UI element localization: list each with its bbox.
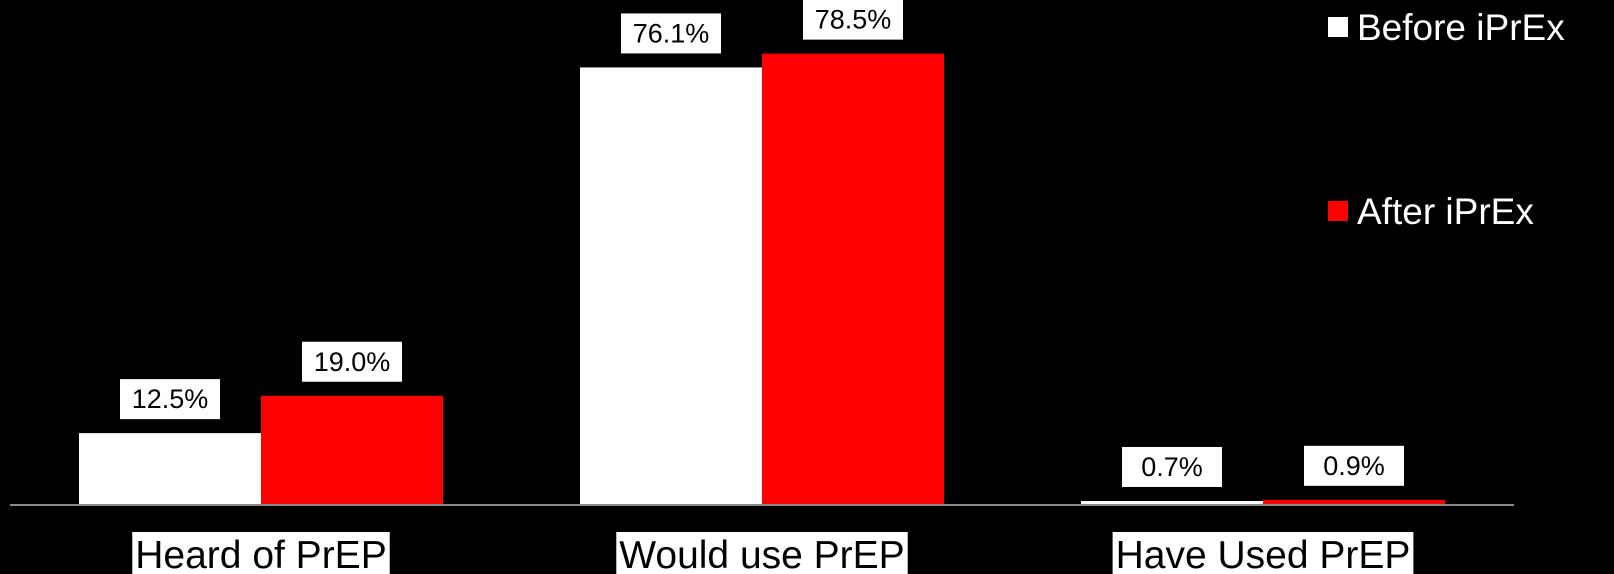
category-label-text: Would use PrEP <box>619 534 904 574</box>
category-labels-layer: Heard of PrEP Would use PrEP Have Used PrE… <box>132 532 1414 574</box>
bar <box>79 433 261 505</box>
data-label-text: 19.0% <box>314 347 391 377</box>
legend-label: After iPrEx <box>1357 191 1534 232</box>
data-label: 19.0% <box>302 341 402 382</box>
category-label-box <box>132 532 390 574</box>
category-label-box <box>616 532 908 574</box>
category-label: Heard of PrEP <box>132 532 390 574</box>
data-label-box <box>120 379 220 420</box>
legend-item: After iPrEx <box>1328 191 1534 232</box>
bar <box>580 67 762 506</box>
legend-label: Before iPrEx <box>1357 7 1565 48</box>
data-label-box <box>1122 446 1222 487</box>
legend-swatch <box>1328 201 1348 221</box>
data-label-box <box>1304 445 1404 486</box>
data-label-box <box>803 0 903 40</box>
data-label-text: 12.5% <box>132 384 209 414</box>
bar <box>1263 499 1445 505</box>
legend-item: Before iPrEx <box>1328 7 1565 48</box>
data-label-text: 0.7% <box>1141 452 1203 482</box>
bar <box>762 53 944 505</box>
category-label-text: Heard of PrEP <box>135 534 386 574</box>
data-label: 0.7% <box>1122 446 1222 487</box>
category-label-box <box>1112 532 1414 574</box>
data-label: 12.5% <box>120 379 220 420</box>
category-label: Have Used PrEP <box>1112 532 1414 574</box>
data-label: 76.1% <box>621 13 721 54</box>
data-label-box <box>302 341 402 382</box>
data-label: 78.5% <box>803 0 903 40</box>
category-label-text: Have Used PrEP <box>1116 534 1411 574</box>
bar <box>261 395 443 505</box>
data-labels-layer: 12.5% 76.1% 0.7% 19.0% 78.5% 0.9% <box>120 0 1404 487</box>
data-label: 0.9% <box>1304 445 1404 486</box>
bar <box>1081 500 1263 505</box>
legend: Before iPrEx After iPrEx <box>1328 7 1565 232</box>
data-label-box <box>621 13 721 54</box>
category-label: Would use PrEP <box>616 532 908 574</box>
data-label-text: 78.5% <box>815 5 892 35</box>
bars-layer <box>79 53 1445 506</box>
data-label-text: 0.9% <box>1323 451 1385 481</box>
legend-swatch <box>1328 17 1348 37</box>
data-label-text: 76.1% <box>633 18 710 48</box>
